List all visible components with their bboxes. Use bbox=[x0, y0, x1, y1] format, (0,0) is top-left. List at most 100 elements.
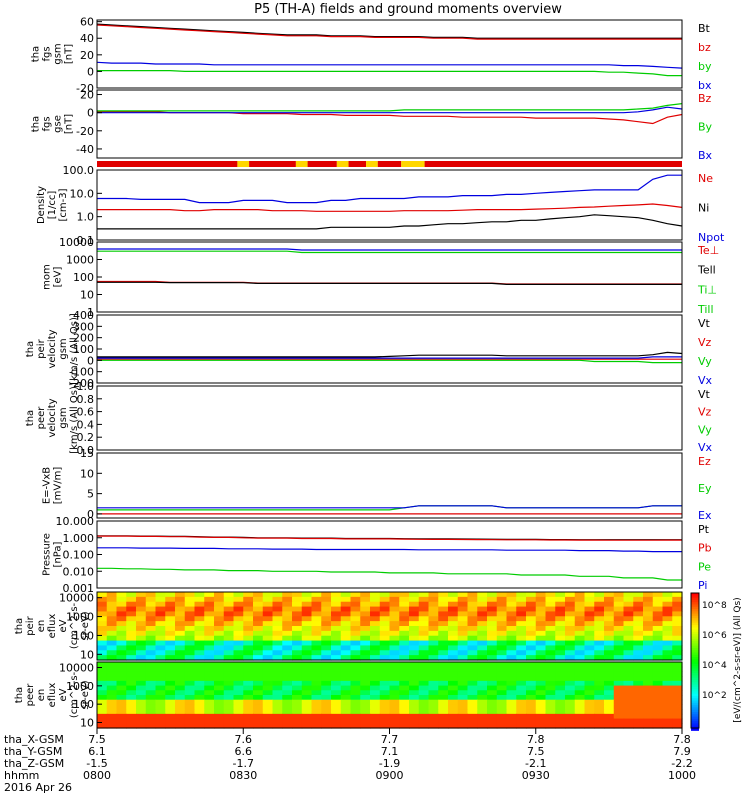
spectrogram-cell bbox=[106, 626, 118, 632]
spectrogram-cell bbox=[126, 662, 137, 668]
spectrogram-cell bbox=[204, 596, 215, 603]
spectrogram-cell bbox=[652, 709, 664, 715]
x-row-value: 1000 bbox=[668, 769, 696, 782]
spectrogram-cell bbox=[204, 680, 215, 687]
spectrogram-cell bbox=[262, 621, 274, 627]
spectrogram-cell bbox=[418, 690, 430, 696]
spectrogram-cell bbox=[526, 676, 537, 682]
spectrogram-cell bbox=[145, 616, 157, 622]
spectrogram-cell bbox=[643, 685, 654, 691]
spectrogram-cell bbox=[526, 640, 537, 647]
spectrogram-cell bbox=[360, 704, 371, 710]
spectrogram-cell bbox=[116, 645, 127, 651]
series-Pe bbox=[97, 567, 682, 581]
spectrogram-cell bbox=[516, 626, 527, 632]
spectrogram-cell bbox=[672, 606, 683, 613]
y-axis-label: mom bbox=[42, 264, 53, 290]
spectrogram-cell bbox=[526, 601, 537, 608]
spectrogram-cell bbox=[116, 718, 127, 724]
spectrogram-cell bbox=[194, 685, 205, 691]
colorbar-cell bbox=[691, 595, 699, 599]
spectrogram-cell bbox=[292, 666, 303, 673]
spectrogram-cell bbox=[428, 713, 439, 720]
y-axis-label: E=-VxB bbox=[42, 467, 53, 504]
spectrogram-cell bbox=[545, 650, 556, 656]
spectrogram-cell bbox=[565, 621, 576, 627]
spectrogram-cell bbox=[672, 676, 683, 682]
spectrogram-cell bbox=[204, 685, 215, 691]
spectrogram-cell bbox=[409, 655, 420, 661]
x-row-label: tha_X-GSM bbox=[4, 733, 64, 746]
series-By bbox=[97, 103, 683, 112]
spectrogram-cell bbox=[106, 650, 118, 656]
spectrogram-cell bbox=[165, 685, 176, 691]
spectrogram-cell bbox=[565, 671, 576, 677]
spectrogram-cell bbox=[565, 635, 576, 642]
spectrogram-cell bbox=[272, 685, 283, 691]
spectrogram-cell bbox=[136, 626, 147, 632]
spectrogram-cell bbox=[194, 713, 205, 720]
colorbar-cell bbox=[691, 634, 699, 638]
spectrogram-cell bbox=[311, 676, 322, 682]
spectrogram-cell bbox=[389, 621, 400, 627]
spectrogram-cell bbox=[340, 680, 352, 687]
spectrogram-cell bbox=[194, 709, 205, 715]
spectrogram-cell bbox=[223, 606, 235, 613]
spectrogram-cell bbox=[555, 713, 566, 720]
spectrogram-cell bbox=[106, 630, 118, 637]
spectrogram-cell bbox=[233, 645, 244, 651]
spectrogram-cell bbox=[516, 655, 527, 661]
spectrogram-cell bbox=[126, 626, 137, 632]
spectrogram-cell bbox=[643, 671, 654, 677]
spectrogram-cell bbox=[428, 699, 439, 706]
spectrogram-cell bbox=[214, 699, 225, 706]
colorbar-cell bbox=[691, 679, 699, 683]
spectrogram-cell bbox=[496, 650, 508, 656]
spectrogram-cell bbox=[526, 650, 537, 656]
spectrogram-cell bbox=[262, 704, 274, 710]
spectrogram-cell bbox=[223, 685, 235, 691]
spectrogram-cell bbox=[389, 685, 400, 691]
spectrogram-cell bbox=[662, 635, 673, 642]
spectrogram-cell bbox=[331, 596, 342, 603]
spectrogram-cell bbox=[272, 616, 283, 622]
spectrogram-cell bbox=[535, 699, 547, 706]
spectrogram-cell bbox=[516, 704, 527, 710]
spectrogram-cell bbox=[370, 709, 381, 715]
spectrogram-cell bbox=[477, 671, 488, 677]
spectrogram-cell bbox=[389, 640, 400, 647]
legend-label: Vx bbox=[698, 374, 713, 387]
spectrogram-cell bbox=[574, 650, 586, 656]
spectrogram-cell bbox=[594, 662, 605, 668]
spectrogram-cell bbox=[496, 616, 508, 622]
spectrogram-cell bbox=[477, 606, 488, 613]
spectrogram-cell bbox=[409, 645, 420, 651]
spectrogram-cell bbox=[613, 699, 625, 706]
spectrogram-cell bbox=[145, 606, 157, 613]
spectrogram-cell bbox=[672, 709, 683, 715]
spectrogram-cell bbox=[223, 621, 235, 627]
colorbar-cell bbox=[691, 673, 699, 676]
y-axis-label: peir bbox=[36, 338, 47, 358]
spectrogram-cell bbox=[604, 704, 615, 710]
spectrogram-cell bbox=[428, 680, 439, 687]
spectrogram-cell bbox=[409, 635, 420, 642]
spectrogram-cell bbox=[438, 713, 449, 720]
spectrogram-cell bbox=[418, 640, 430, 647]
mode-bar-segment bbox=[237, 161, 250, 167]
spectrogram-cell bbox=[672, 699, 683, 706]
spectrogram-cell bbox=[360, 611, 371, 617]
mode-bar-segment bbox=[377, 161, 402, 167]
spectrogram-cell bbox=[175, 640, 186, 647]
spectrogram-cell bbox=[477, 723, 488, 729]
spectrogram-cell bbox=[565, 650, 576, 656]
legend-label: by bbox=[698, 60, 712, 73]
spectrogram-cell bbox=[545, 666, 556, 673]
spectrogram-cell bbox=[106, 655, 118, 661]
colorbar-cell bbox=[691, 668, 699, 672]
spectrogram-cell bbox=[253, 704, 264, 710]
spectrogram-cell bbox=[262, 611, 274, 617]
spectrogram-cell bbox=[516, 650, 527, 656]
spectrogram-cell bbox=[370, 723, 381, 729]
series-Vy bbox=[97, 359, 682, 364]
